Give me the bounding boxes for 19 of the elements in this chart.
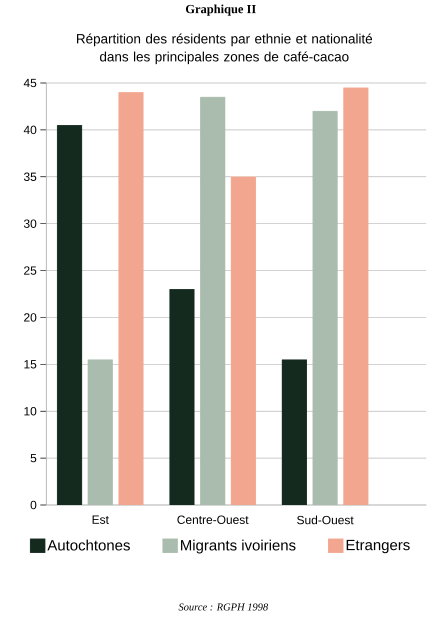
y-tick-label: 20 [24, 313, 36, 322]
y-tick-label: 10 [24, 406, 36, 416]
chart-title: Graphique II [186, 4, 256, 16]
chart-subtitle: Répartition des résidents par ethnie et nationalité dans les principales zones de café-cacao [76, 34, 372, 64]
x-tick-label: Est [92, 516, 109, 524]
legend-label: Etrangers [346, 540, 410, 554]
y-tick-label: 0 [30, 500, 36, 510]
y-tick-label: 5 [30, 454, 36, 462]
y-tick-label: 35 [24, 172, 36, 181]
legend-label: Migrants ivoiriens [180, 540, 296, 554]
x-tick-label: Sud-Ouest [296, 516, 354, 524]
legend-label: Autochtones [47, 540, 130, 551]
x-tick-label: Centre-Ouest [177, 516, 248, 524]
y-tick-label: 15 [24, 360, 36, 368]
y-tick-label: 30 [24, 219, 36, 228]
source-note: Source : RGPH 1998 [178, 603, 268, 611]
y-tick-label: 25 [24, 266, 36, 275]
y-tick-label: 40 [24, 126, 36, 134]
y-tick-label: 45 [24, 78, 36, 88]
